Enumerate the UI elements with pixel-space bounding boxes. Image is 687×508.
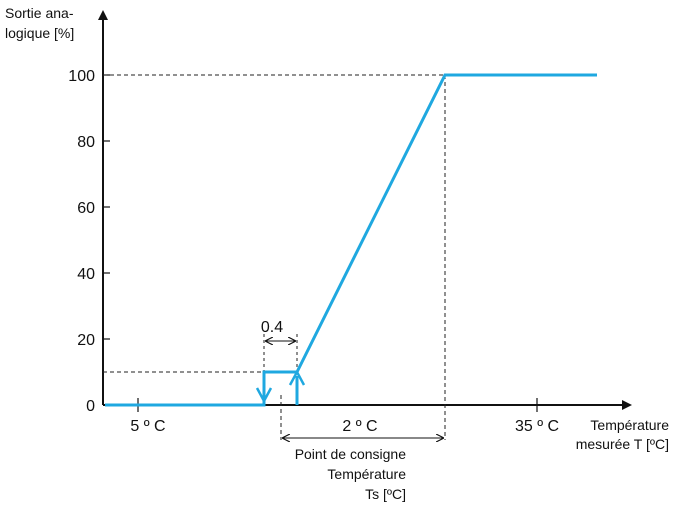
y-axis-title-line1: Sortie ana- <box>5 5 74 21</box>
y-tick-20: 20 <box>77 332 110 349</box>
y-tick-60: 60 <box>77 200 110 217</box>
setpoint-label-line2: Température <box>327 466 406 482</box>
y-tick-label-0: 0 <box>86 398 95 415</box>
x-tick-label-35c: 35 º C <box>515 418 559 435</box>
hysteresis-down-arrow-icon <box>255 372 273 404</box>
y-tick-label-40: 40 <box>77 266 95 283</box>
y-tick-40: 40 <box>77 266 110 283</box>
y-tick-80: 80 <box>77 134 110 151</box>
y-tick-label-20: 20 <box>77 332 95 349</box>
y-tick-label-60: 60 <box>77 200 95 217</box>
band-label: 2 º C <box>342 418 377 435</box>
y-ticks: 0 20 40 60 80 100 <box>68 68 110 415</box>
x-axis-title-line1: Température <box>590 417 669 433</box>
hysteresis-up-arrow-icon <box>288 369 306 405</box>
x-axis-title-line2: mesurée T [ºC] <box>576 436 669 452</box>
series-line <box>105 73 597 407</box>
y-axis-title-line2: logique [%] <box>5 25 74 41</box>
setpoint-label-line3: Ts [ºC] <box>365 486 406 502</box>
x-tick-label-5c: 5 º C <box>130 418 165 435</box>
hysteresis-label: 0.4 <box>261 319 283 336</box>
y-tick-label-100: 100 <box>68 68 95 85</box>
y-tick-label-80: 80 <box>77 134 95 151</box>
setpoint-label-line1: Point de consigne <box>295 446 407 462</box>
